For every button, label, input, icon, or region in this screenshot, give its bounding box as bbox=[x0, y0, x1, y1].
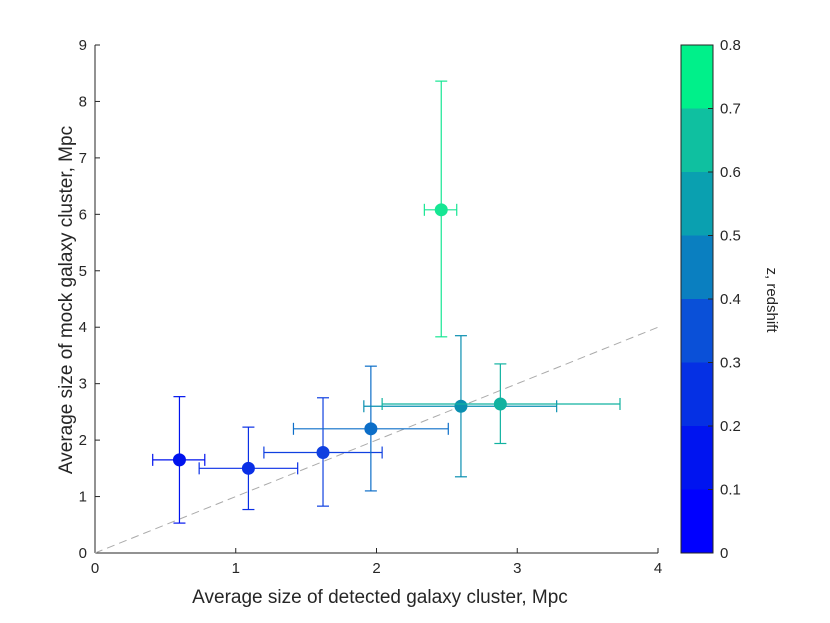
x-axis-title: Average size of detected galaxy cluster,… bbox=[192, 587, 568, 608]
y-tick-label: 6 bbox=[79, 206, 87, 223]
reference-line bbox=[94, 326, 659, 554]
data-point-group bbox=[381, 363, 621, 445]
colorbar: 0 0.1 0.2 0.3 0.4 0.5 0.6 0.7 0.8 bbox=[680, 37, 741, 562]
x-tick-label: 2 bbox=[372, 560, 380, 577]
colorbar-tick-label: 0.3 bbox=[720, 355, 741, 372]
y-tick-label: 1 bbox=[79, 489, 87, 506]
data-point-group bbox=[292, 365, 449, 492]
y-tick-label: 7 bbox=[79, 150, 87, 167]
y-tick-label: 4 bbox=[79, 319, 87, 336]
colorbar-tick-label: 0.4 bbox=[720, 291, 741, 308]
colorbar-band bbox=[681, 426, 713, 490]
data-point-group bbox=[198, 426, 299, 511]
data-point-group bbox=[363, 335, 558, 478]
colorbar-title: z, redshift bbox=[763, 267, 780, 333]
y-tick-label: 8 bbox=[79, 93, 87, 110]
y-tick-label: 5 bbox=[79, 263, 87, 280]
data-point-group bbox=[423, 80, 458, 338]
colorbar-band bbox=[681, 299, 713, 363]
colorbar-band bbox=[681, 172, 713, 236]
x-tick-label: 1 bbox=[232, 560, 240, 577]
y-tick-label: 0 bbox=[79, 545, 87, 562]
y-tick-label: 3 bbox=[79, 376, 87, 393]
data-point bbox=[454, 399, 468, 413]
colorbar-tick-label: 0.8 bbox=[720, 37, 741, 54]
data-point bbox=[316, 446, 330, 460]
data-point bbox=[364, 422, 378, 436]
data-point-group bbox=[152, 396, 206, 524]
x-tick-label: 3 bbox=[513, 560, 521, 577]
colorbar-tick-label: 0.7 bbox=[720, 101, 741, 118]
data-point bbox=[241, 461, 255, 475]
colorbar-band bbox=[681, 362, 713, 426]
x-tick-label: 0 bbox=[91, 560, 99, 577]
data-point-group bbox=[263, 397, 383, 507]
colorbar-tick-label: 0.6 bbox=[720, 164, 741, 181]
colorbar-band bbox=[681, 489, 713, 553]
data-point bbox=[493, 397, 507, 411]
data-point bbox=[434, 203, 448, 217]
colorbar-tick-label: 0.5 bbox=[720, 228, 741, 245]
y-tick-label: 2 bbox=[79, 432, 87, 449]
y-axis-title: Average size of mock galaxy cluster, Mpc bbox=[56, 126, 77, 474]
x-tick-label: 4 bbox=[654, 560, 662, 577]
y-tick-label: 9 bbox=[79, 37, 87, 54]
colorbar-tick-label: 0 bbox=[720, 545, 728, 562]
colorbar-band bbox=[681, 45, 713, 109]
colorbar-tick-label: 0.1 bbox=[720, 482, 741, 499]
colorbar-band bbox=[681, 235, 713, 299]
plot-area: 0 1 2 3 4 0 1 2 3 4 5 6 7 8 9 bbox=[79, 37, 663, 577]
data-point bbox=[172, 453, 186, 467]
colorbar-band bbox=[681, 108, 713, 172]
colorbar-tick-label: 0.2 bbox=[720, 418, 741, 435]
